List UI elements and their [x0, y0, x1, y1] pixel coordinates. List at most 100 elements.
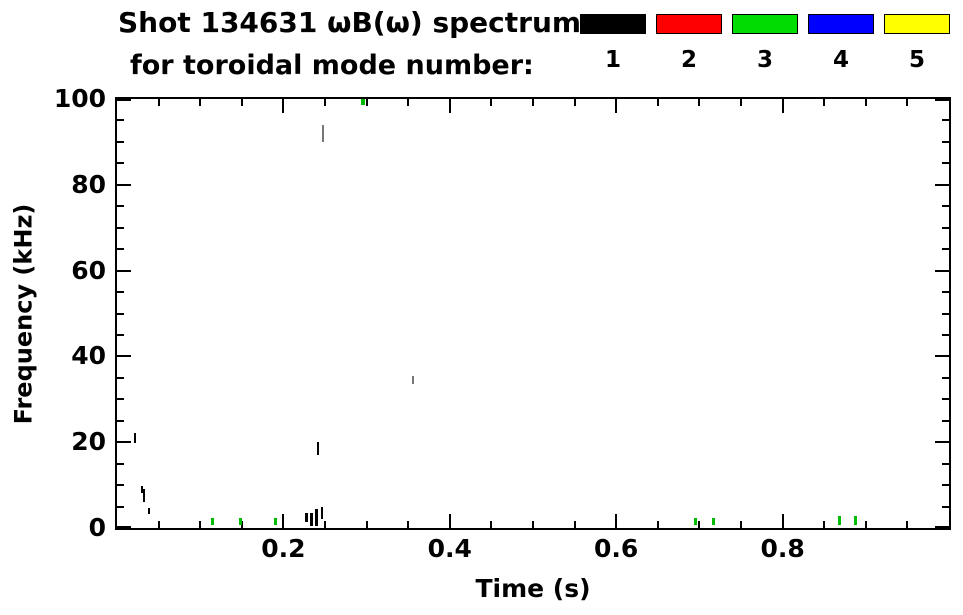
y-minor-tick — [117, 484, 124, 487]
y-minor-tick — [942, 419, 949, 422]
y-minor-tick — [117, 505, 124, 508]
x-minor-tick — [864, 99, 867, 106]
y-minor-tick — [117, 162, 124, 165]
y-minor-tick — [942, 462, 949, 465]
y-minor-tick — [117, 119, 124, 122]
y-major-tick — [935, 183, 949, 186]
legend-item-mode-4: 4 — [808, 14, 874, 72]
data-mark-mode-1 — [320, 506, 323, 520]
x-minor-tick — [573, 99, 576, 106]
legend-swatch-mode-4 — [808, 14, 874, 34]
x-minor-tick — [365, 521, 368, 528]
x-minor-tick — [532, 99, 534, 106]
x-minor-tick — [324, 521, 326, 528]
y-minor-tick — [942, 376, 949, 379]
y-tick-label: 80 — [71, 169, 106, 199]
data-mark-mode-1 — [315, 508, 319, 526]
legend-item-mode-3: 3 — [732, 14, 798, 72]
x-axis-title: Time (s) — [475, 574, 591, 603]
y-major-tick — [117, 441, 131, 444]
y-minor-tick — [942, 226, 949, 229]
x-minor-tick — [823, 521, 826, 528]
y-minor-tick — [117, 205, 124, 208]
data-mark-mode-3 — [211, 518, 215, 525]
x-minor-tick — [698, 521, 701, 528]
y-minor-tick — [942, 140, 949, 143]
y-major-tick — [117, 526, 131, 528]
y-minor-tick — [117, 419, 124, 422]
chart-subtitle: for toroidal mode number: — [130, 50, 534, 81]
y-minor-tick — [117, 248, 124, 251]
legend-swatch-mode-3 — [732, 14, 798, 34]
y-minor-tick — [942, 505, 949, 508]
x-minor-tick — [490, 99, 493, 106]
x-tick-label: 0.8 — [760, 534, 805, 563]
data-mark-mode-1 — [143, 489, 146, 503]
data-mark-mode-3 — [693, 518, 697, 525]
x-minor-tick — [490, 521, 493, 528]
y-major-tick — [935, 355, 949, 358]
x-major-tick — [615, 99, 618, 113]
legend: 1 2 3 4 5 — [580, 14, 950, 72]
data-mark-mode-3 — [712, 518, 716, 525]
x-minor-tick — [864, 521, 867, 528]
y-minor-tick — [117, 462, 124, 465]
x-minor-tick — [199, 99, 202, 106]
y-minor-tick — [117, 376, 124, 379]
legend-item-mode-1: 1 — [580, 14, 646, 72]
x-major-tick — [448, 99, 451, 113]
x-minor-tick — [740, 99, 742, 106]
legend-mode-number: 4 — [832, 47, 849, 73]
y-minor-tick — [942, 333, 949, 336]
data-mark-mode-3 — [837, 515, 841, 525]
x-major-tick — [781, 99, 784, 113]
y-tick-label: 60 — [71, 255, 106, 285]
legend-mode-number: 1 — [604, 47, 621, 73]
x-minor-tick — [698, 99, 701, 106]
x-minor-tick — [573, 521, 576, 528]
x-tick-label: 0.6 — [594, 534, 639, 563]
x-minor-tick — [656, 99, 659, 106]
y-major-tick — [935, 99, 949, 101]
data-mark-mode-1-faint — [412, 375, 415, 385]
data-mark-mode-3 — [273, 518, 277, 525]
data-mark-mode-1 — [317, 442, 320, 456]
legend-mode-number: 2 — [680, 47, 697, 73]
x-minor-tick — [240, 99, 243, 106]
y-major-tick — [935, 526, 949, 528]
y-major-tick — [935, 441, 949, 444]
legend-item-mode-2: 2 — [656, 14, 722, 72]
x-tick-label: 0.4 — [427, 534, 472, 563]
y-major-tick — [117, 269, 131, 272]
data-mark-mode-3 — [854, 515, 858, 525]
y-minor-tick — [942, 484, 949, 487]
legend-item-mode-5: 5 — [884, 14, 950, 72]
x-minor-tick — [407, 521, 410, 528]
data-mark-mode-3 — [238, 518, 242, 525]
x-minor-tick — [157, 99, 160, 106]
y-minor-tick — [117, 291, 124, 294]
x-minor-tick — [906, 521, 909, 528]
y-tick-label: 0 — [88, 513, 106, 542]
legend-swatch-mode-2 — [656, 14, 722, 34]
y-minor-tick — [942, 398, 949, 401]
x-minor-tick — [157, 521, 160, 528]
y-minor-tick — [942, 119, 949, 122]
y-tick-label: 20 — [71, 427, 106, 457]
y-minor-tick — [942, 205, 949, 208]
x-major-tick — [282, 99, 285, 113]
x-axis-tick-labels: 0.2 0.4 0.6 0.8 — [0, 534, 963, 568]
y-minor-tick — [942, 248, 949, 251]
x-minor-tick — [407, 99, 410, 106]
y-tick-label: 40 — [71, 341, 106, 371]
data-mark-mode-1 — [147, 507, 150, 515]
data-mark-mode-1 — [310, 512, 314, 526]
data-mark-mode-1 — [134, 432, 137, 444]
y-minor-tick — [117, 333, 124, 336]
x-major-tick — [448, 514, 451, 528]
x-tick-label: 0.2 — [261, 534, 306, 563]
x-minor-tick — [823, 99, 826, 106]
y-major-tick — [117, 355, 131, 358]
y-minor-tick — [117, 312, 124, 315]
data-mark-mode-3 — [361, 99, 366, 106]
